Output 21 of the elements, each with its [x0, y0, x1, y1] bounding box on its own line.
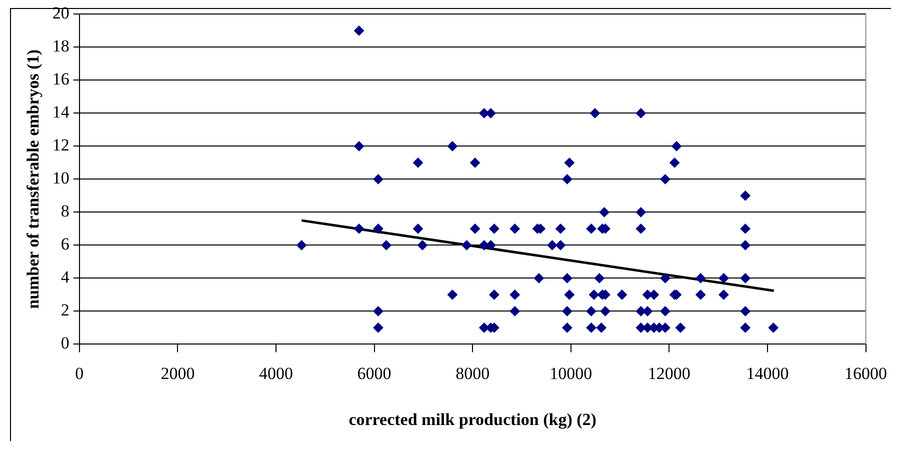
y-tick-label: 2 — [60, 300, 70, 320]
y-tick-label: 12 — [52, 136, 70, 155]
x-tick-label: 12000 — [648, 364, 690, 383]
x-tick-label: 6000 — [357, 364, 392, 383]
y-tick-label: 10 — [52, 168, 70, 188]
y-tick-label: 18 — [52, 36, 70, 56]
x-tick-label: 2000 — [160, 364, 195, 383]
y-tick-label: 4 — [60, 268, 70, 287]
y-tick-label: 6 — [60, 234, 70, 254]
y-axis-title: number of transferable embryos (1) — [24, 50, 43, 309]
x-tick-label: 14000 — [746, 364, 789, 383]
y-tick-label: 16 — [52, 70, 70, 89]
x-tick-label: 4000 — [258, 364, 293, 383]
y-tick-label: 14 — [52, 102, 70, 122]
x-tick-label: 8000 — [456, 364, 490, 383]
x-tick-label: 10000 — [550, 364, 592, 383]
x-tick-label: 0 — [75, 364, 84, 383]
y-tick-label: 0 — [60, 334, 70, 353]
x-axis-title: corrected milk production (kg) (2) — [348, 410, 596, 430]
x-tick-label: 16000 — [844, 364, 887, 383]
y-tick-label: 8 — [60, 202, 70, 221]
